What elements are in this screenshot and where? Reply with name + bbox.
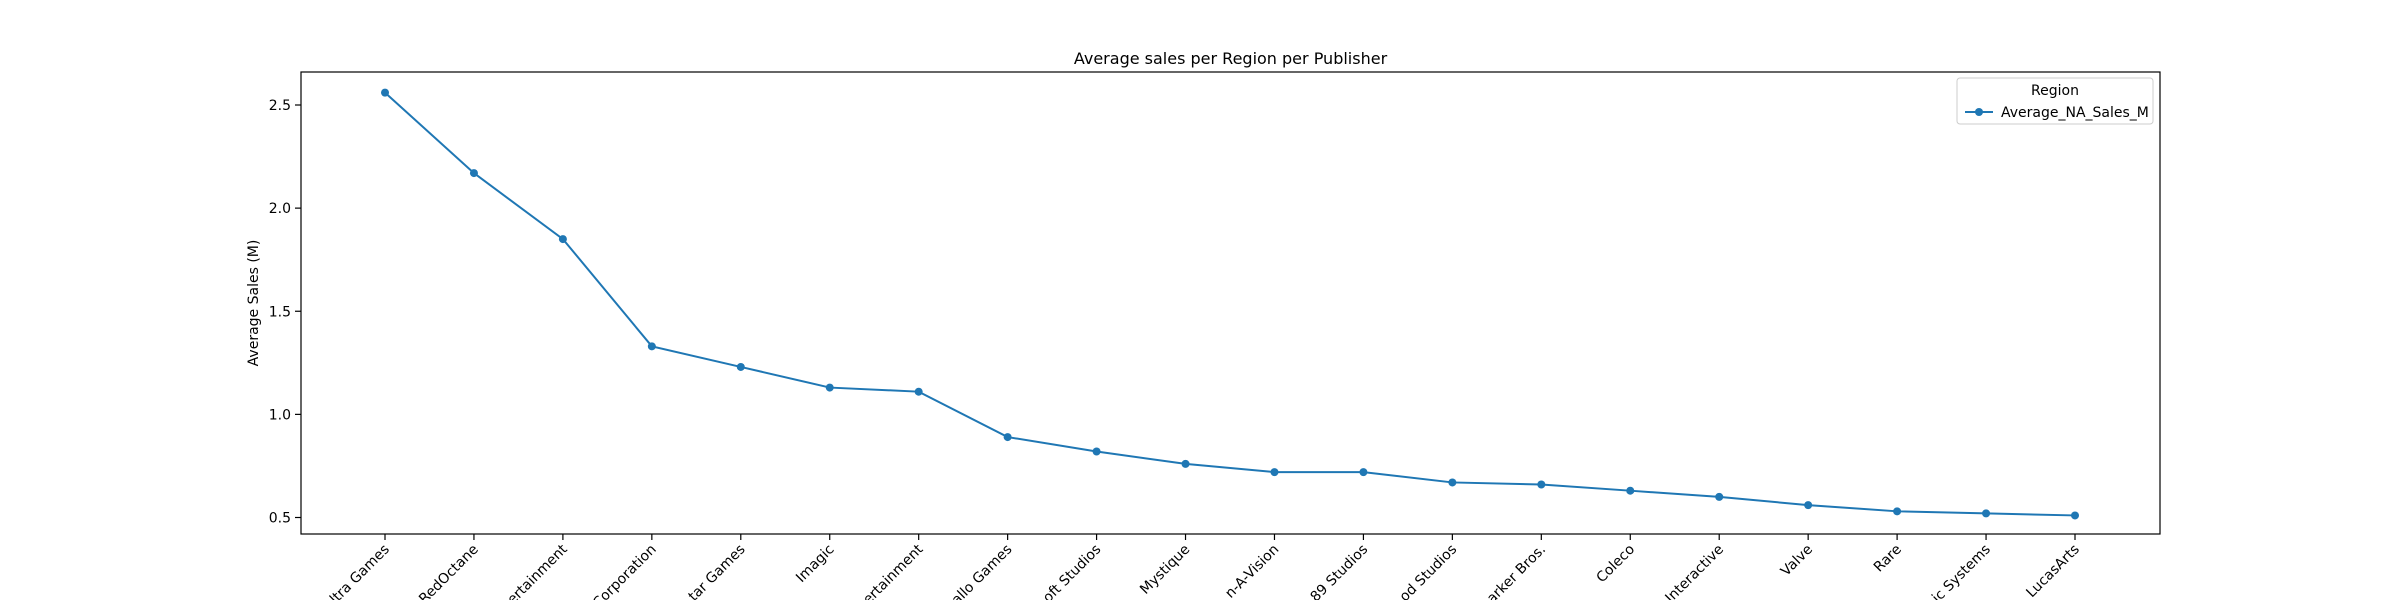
- x-tick-label: 89 Studios: [1307, 542, 1371, 600]
- x-tick-label: ic Systems: [1929, 542, 1994, 600]
- data-point: [381, 88, 389, 97]
- y-axis-label: Average Sales (M): [246, 240, 262, 367]
- x-tick-label: n-A-Vision: [1222, 542, 1282, 600]
- x-tick-label: ertainment: [860, 541, 927, 600]
- y-tick-label: 2.0: [269, 201, 291, 217]
- data-point: [1092, 447, 1101, 456]
- x-tick-label: Corporation: [590, 542, 660, 600]
- x-tick-label: Interactive: [1662, 542, 1727, 600]
- data-point: [1626, 486, 1635, 495]
- x-tick-label: ltra Games: [327, 542, 393, 600]
- data-point: [1804, 501, 1813, 510]
- y-tick-label: 1.5: [269, 304, 291, 320]
- x-tick-label: LucasArts: [2023, 542, 2082, 600]
- x-tick-label: tar Games: [686, 542, 749, 600]
- data-point: [1537, 480, 1546, 489]
- data-point: [1982, 509, 1991, 518]
- x-tick-label: Rare: [1871, 542, 1905, 576]
- x-tick-label: Mystique: [1137, 542, 1193, 598]
- x-tick-label: Valve: [1778, 542, 1816, 580]
- data-point: [1359, 468, 1368, 477]
- data-point: [1893, 507, 1902, 516]
- x-tick-label: allo Games: [949, 542, 1016, 600]
- x-tick-label: arker Bros.: [1484, 542, 1549, 600]
- plot-area: [300, 71, 2161, 535]
- data-point: [1715, 492, 1724, 501]
- data-point: [469, 169, 478, 178]
- x-tick-label: ertainment: [504, 541, 571, 600]
- y-axis: 0.5 1.0 1.5 2.0 2.5: [269, 98, 301, 527]
- data-point: [1003, 433, 1012, 442]
- data-point: [647, 342, 656, 351]
- data-point: [736, 362, 745, 371]
- x-tick-label: Imagic: [793, 542, 837, 586]
- x-tick-label: RedOctane: [416, 542, 482, 600]
- legend-entry-label: Average_NA_Sales_M: [2001, 105, 2149, 121]
- series-line: [384, 91, 2076, 517]
- legend-point-marker: [1975, 108, 1983, 116]
- data-point: [558, 235, 567, 244]
- data-point: [825, 383, 834, 392]
- chart-title: Average sales per Region per Publisher: [1074, 49, 1388, 68]
- legend: Region Average_NA_Sales_M: [1956, 77, 2154, 125]
- x-tick-label: oft Studios: [1040, 542, 1104, 600]
- data-point: [1448, 478, 1457, 487]
- x-tick-label: od Studios: [1397, 542, 1460, 600]
- data-point: [2071, 511, 2079, 520]
- y-tick-label: 1.0: [269, 407, 291, 423]
- legend-title: Region: [2031, 83, 2079, 99]
- data-point: [914, 387, 923, 396]
- series-layer: [381, 88, 2079, 520]
- legend-box: [1956, 77, 2154, 125]
- x-tick-label: Coleco: [1593, 542, 1638, 587]
- x-axis: ltra Games RedOctane ertainment Corporation…: [327, 534, 2083, 605]
- data-point: [1181, 459, 1190, 468]
- y-tick-label: 0.5: [269, 511, 291, 527]
- y-tick-label: 2.5: [269, 98, 291, 114]
- data-point: [1270, 468, 1279, 477]
